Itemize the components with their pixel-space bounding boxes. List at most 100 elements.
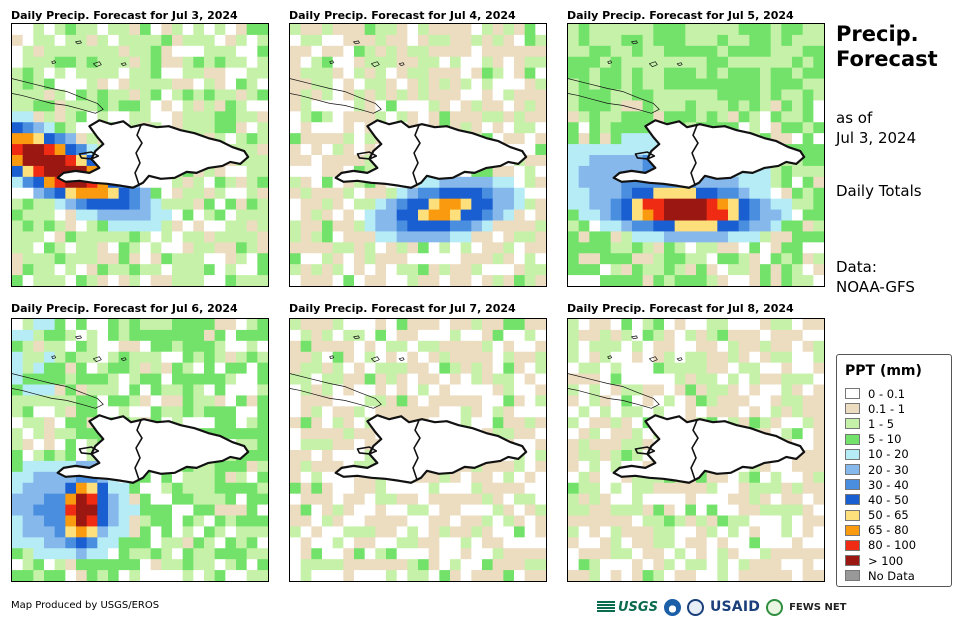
precip-cell — [44, 395, 56, 407]
precip-cell — [621, 275, 633, 286]
precip-cell — [471, 504, 483, 517]
precip-cell — [460, 537, 472, 549]
precip-cell — [685, 373, 697, 386]
precip-cell — [150, 45, 162, 58]
precip-cell — [375, 384, 387, 397]
precip-cell — [749, 319, 761, 331]
precip-cell — [22, 144, 34, 156]
precip-cell — [460, 275, 472, 286]
precip-cell — [354, 24, 366, 36]
precip-cell — [439, 209, 451, 222]
precip-cell — [568, 329, 580, 342]
precip-cell — [535, 165, 546, 178]
precip-cell — [214, 231, 226, 243]
precip-cell — [439, 67, 451, 80]
precip-cell — [492, 89, 504, 102]
precip-cell — [76, 417, 88, 429]
precip-cell — [664, 537, 676, 549]
precip-cell — [375, 362, 387, 375]
precip-cell — [428, 526, 440, 538]
precip-cell — [524, 209, 536, 222]
precip-cell — [535, 417, 546, 429]
precip-cell — [33, 373, 45, 386]
precip-cell — [524, 111, 536, 123]
precip-cell — [396, 340, 408, 353]
precip-cell — [257, 198, 268, 211]
precip-cell — [54, 460, 66, 473]
precip-cell — [22, 373, 34, 386]
precip-cell — [674, 198, 686, 211]
precip-cell — [514, 45, 526, 58]
precip-cell — [717, 220, 729, 233]
precip-cell — [311, 493, 323, 506]
precip-cell — [22, 155, 34, 167]
precip-cell — [578, 340, 590, 353]
precip-cell — [589, 24, 601, 36]
precip-cell — [407, 537, 419, 549]
precip-cell — [44, 351, 56, 364]
precip-cell — [246, 45, 258, 58]
precip-cell — [140, 78, 152, 91]
precip-cell — [375, 570, 387, 581]
precip-cell — [450, 362, 462, 375]
precip-cell — [770, 34, 782, 47]
precip-cell — [589, 209, 601, 222]
precip-cell — [770, 417, 782, 429]
precip-cell — [674, 89, 686, 102]
precip-cell — [706, 275, 718, 286]
precip-cell — [396, 89, 408, 102]
precip-cell — [792, 559, 804, 571]
precip-cell — [535, 122, 546, 134]
precip-cell — [621, 242, 633, 254]
precip-cell — [214, 515, 226, 528]
precip-cell — [770, 176, 782, 189]
precip-cell — [332, 144, 344, 156]
precip-cell — [802, 45, 814, 58]
legend-swatch — [845, 433, 860, 445]
precip-cell — [364, 242, 376, 254]
precip-cell — [322, 548, 334, 560]
precip-cell — [22, 34, 34, 47]
precip-cell — [418, 493, 430, 506]
precip-cell — [492, 45, 504, 58]
precip-cell — [802, 406, 814, 418]
precip-cell — [300, 78, 312, 91]
precip-cell — [728, 89, 740, 102]
precip-cell — [524, 504, 536, 517]
precip-cell — [696, 329, 708, 342]
precip-cell — [471, 24, 483, 36]
precip-cell — [22, 340, 34, 353]
data-label: Data: — [836, 258, 877, 276]
precip-cell — [354, 329, 366, 342]
precip-cell — [642, 439, 654, 451]
precip-cell — [54, 319, 66, 331]
precip-cell — [717, 45, 729, 58]
precip-cell — [503, 100, 515, 112]
precip-cell — [322, 111, 334, 123]
panel-title-4: Daily Precip. Forecast for Jul 6, 2024 — [11, 302, 238, 315]
precip-cell — [535, 133, 546, 145]
precip-cell — [749, 417, 761, 429]
precip-cell — [738, 176, 750, 189]
precip-cell — [428, 231, 440, 243]
precip-cell — [236, 67, 248, 80]
precip-cell — [524, 362, 536, 375]
precip-cell — [813, 264, 824, 276]
precip-cell — [642, 559, 654, 571]
precip-cell — [33, 482, 45, 495]
precip-cell — [257, 176, 268, 189]
precip-cell — [246, 482, 258, 495]
precip-cell — [418, 395, 430, 407]
precip-cell — [792, 209, 804, 222]
precip-cell — [246, 144, 258, 156]
precip-cell — [428, 198, 440, 211]
precip-cell — [610, 111, 622, 123]
precip-cell — [428, 329, 440, 342]
precip-cell — [717, 384, 729, 397]
precip-cell — [33, 526, 45, 538]
precip-cell — [129, 515, 141, 528]
precip-cell — [311, 504, 323, 517]
coastline-path — [290, 78, 382, 114]
precip-cell — [781, 515, 793, 528]
precip-cell — [738, 231, 750, 243]
